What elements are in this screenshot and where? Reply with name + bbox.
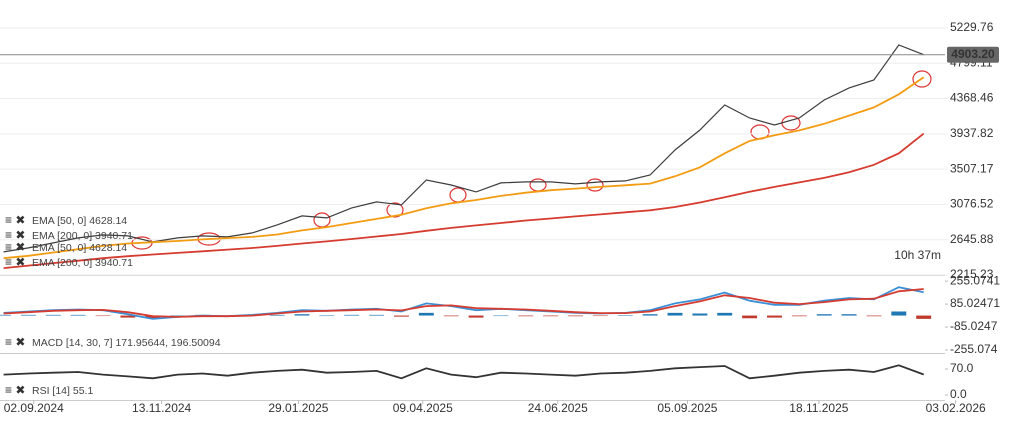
x-tick-label: 29.01.2025 — [268, 401, 328, 415]
series-line — [3, 288, 924, 318]
histogram-bar — [866, 315, 882, 317]
histogram-bar — [0, 314, 12, 316]
legend-icons: ≡ ✖ — [5, 228, 25, 242]
annotation-circle — [586, 178, 604, 192]
legend-entry: RSI [14] 55.1 — [32, 385, 93, 397]
histogram-bar — [443, 315, 459, 317]
histogram-bar — [120, 315, 136, 318]
y-tick-label: 2645.88 — [950, 232, 994, 246]
price-tag-label: 4903.20 — [951, 47, 995, 61]
histogram-bar — [269, 314, 285, 316]
legend-icons: ≡ ✖ — [5, 383, 25, 397]
annotation-circle — [386, 202, 404, 218]
y-tick-label: 255.0741 — [950, 273, 1000, 287]
annotation-circle — [912, 70, 932, 88]
y-tick-label: 4368.46 — [950, 91, 994, 105]
x-tick-label: 05.09.2025 — [657, 401, 717, 415]
y-tick-label: 0.0 — [950, 387, 967, 401]
y-tick-label: 3937.82 — [950, 126, 994, 140]
legend-entry: EMA [200, 0] 3940.71 — [32, 230, 133, 242]
histogram-bar — [667, 312, 683, 316]
legend-entry: MACD [14, 30, 7] 171.95644, 196.50094 — [32, 337, 221, 349]
y-tick-label: 3076.52 — [950, 197, 994, 211]
series-line — [3, 132, 925, 269]
histogram-bar — [891, 311, 907, 316]
x-tick-label: 03.02.2026 — [926, 401, 986, 415]
histogram-bar — [418, 312, 434, 316]
histogram-bar — [393, 315, 409, 317]
y-tick-label: -85.0247 — [950, 319, 998, 333]
y-tick-label: 3507.17 — [950, 161, 994, 175]
x-tick-label: 24.06.2025 — [528, 401, 588, 415]
histogram-bar — [742, 315, 758, 319]
histogram-bar — [816, 314, 832, 316]
histogram-bar — [493, 315, 509, 317]
histogram-bar — [642, 314, 658, 316]
histogram-bar — [95, 315, 111, 317]
countdown: 10h 37m — [894, 248, 941, 262]
histogram-bar — [45, 314, 61, 316]
legend-entry: EMA [200, 0] 3940.71 — [32, 257, 133, 269]
series-line — [3, 364, 925, 380]
histogram-bar — [617, 315, 633, 316]
histogram-bar — [692, 313, 708, 316]
histogram-bar — [568, 315, 583, 317]
legend-entry: EMA [50, 0] 4628.14 — [32, 215, 127, 227]
legend-icons: ≡ ✖ — [5, 255, 25, 269]
x-tick-label: 13.11.2024 — [132, 401, 191, 415]
histogram-bar — [543, 315, 559, 317]
histogram-bar — [20, 314, 36, 316]
legend-entry: EMA [50, 0] 4628.14 — [32, 242, 127, 254]
histogram-bar — [717, 312, 733, 316]
histogram-bar — [767, 315, 782, 318]
y-tick-label: 2215.23 — [950, 267, 994, 281]
histogram-bar — [170, 315, 186, 317]
histogram-bar — [791, 315, 807, 317]
histogram-bar — [369, 314, 385, 316]
x-tick-label: 02.09.2024 — [4, 401, 64, 415]
x-tick-label: 09.04.2025 — [393, 401, 453, 415]
histogram-bar — [468, 315, 484, 318]
histogram-bar — [518, 315, 534, 317]
legend-icons: ≡ ✖ — [5, 213, 25, 227]
legend-icons: ≡ ✖ — [5, 335, 25, 349]
series-line — [3, 76, 925, 260]
histogram-bar — [841, 314, 857, 316]
series-line — [3, 286, 924, 320]
histogram-bar — [294, 314, 310, 316]
histogram-bar — [319, 315, 335, 317]
y-tick-label: 70.0 — [950, 361, 974, 375]
legend-icons: ≡ ✖ — [5, 240, 25, 254]
histogram-bar — [592, 315, 608, 317]
histogram-bar — [916, 315, 932, 319]
y-tick-label: 5229.76 — [950, 20, 994, 34]
x-tick-label: 18.11.2025 — [789, 401, 848, 415]
y-tick-label: 85.02471 — [950, 296, 1000, 310]
y-tick-label: -255.074 — [950, 342, 998, 356]
price-tag — [947, 46, 999, 63]
histogram-bar — [344, 314, 360, 316]
histogram-bar — [70, 314, 86, 316]
